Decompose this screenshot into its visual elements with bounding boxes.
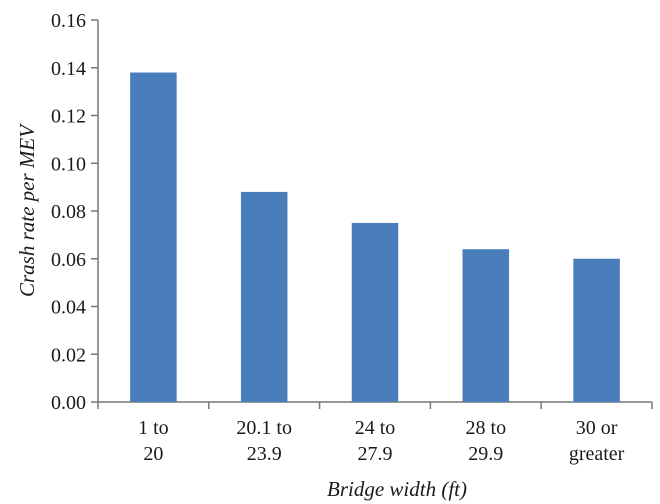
bar (351, 222, 399, 402)
y-axis-ticks: 0.00 0.02 0.04 0.06 0.08 0.10 0.12 0.14 0.16 (51, 10, 98, 414)
y-tick-label: 0.00 (51, 392, 86, 414)
x-axis-title: Bridge width (ft) (327, 477, 467, 501)
x-tick-label: 20 (143, 443, 163, 465)
y-tick-label: 0.16 (51, 10, 86, 32)
bar (130, 72, 177, 403)
y-tick-label: 0.02 (51, 344, 86, 366)
y-tick-label: 0.04 (51, 297, 86, 319)
y-tick-label: 0.06 (51, 249, 86, 271)
x-tick-label: 24 to (355, 417, 396, 439)
y-tick-label: 0.12 (51, 106, 86, 128)
y-tick-label: 0.08 (51, 201, 86, 223)
bars (130, 72, 620, 403)
x-tick-label: greater (569, 443, 625, 465)
x-tick-label: 29.9 (468, 443, 503, 465)
bar (462, 249, 510, 402)
y-axis-title: Crash rate per MEV (15, 123, 39, 297)
y-tick-label: 0.10 (51, 153, 86, 175)
x-tick-label: 23.9 (247, 443, 282, 465)
x-tick-label: 20.1 to (236, 417, 292, 439)
x-tick-label: 27.9 (358, 443, 393, 465)
y-tick-label: 0.14 (51, 58, 86, 80)
bar (240, 191, 288, 402)
x-tick-label: 28 to (466, 417, 507, 439)
x-axis-ticks: 1 to 20 20.1 to 23.9 24 to 27.9 28 to 29.9 30 or… (97, 402, 653, 465)
x-tick-label: 1 to (138, 417, 169, 439)
bar (573, 258, 620, 402)
x-tick-label: 30 or (576, 417, 618, 439)
